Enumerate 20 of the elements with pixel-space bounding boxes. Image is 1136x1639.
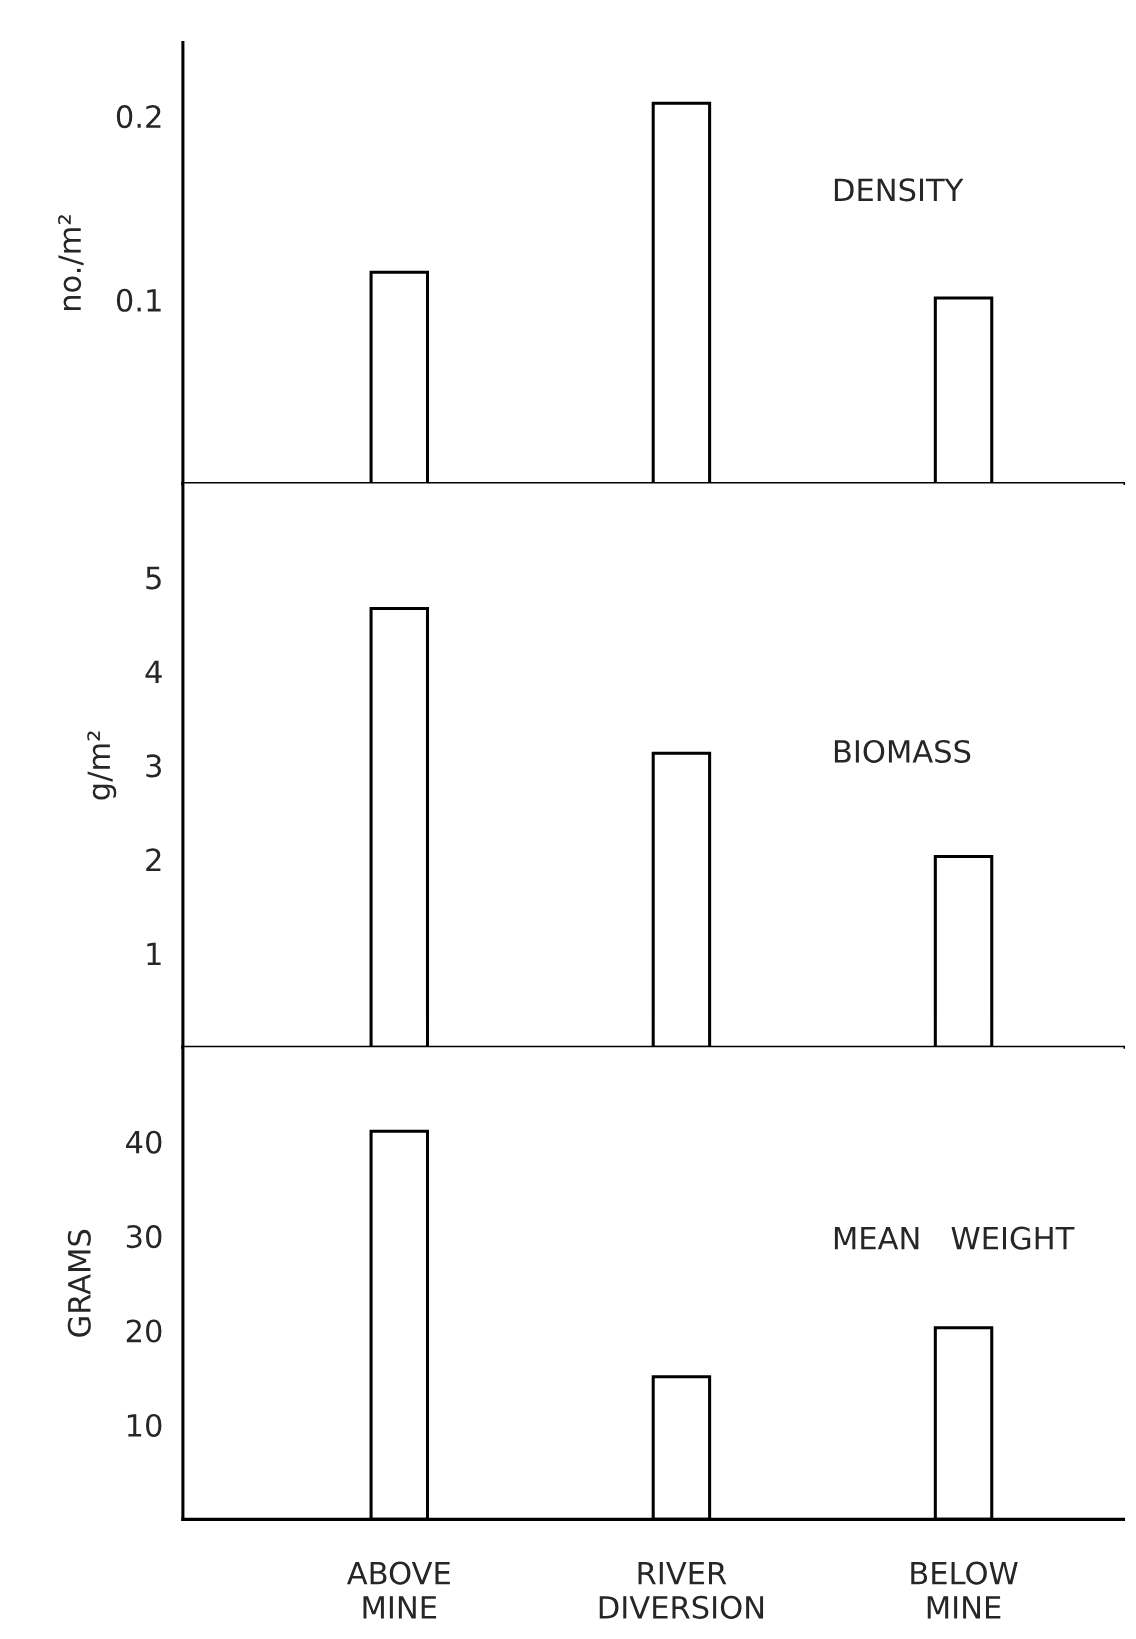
y-tick-label: 20 [126,1319,162,1343]
y-axis-title: GRAMS [67,1229,91,1337]
y-tick-label: 0.2 [116,105,161,129]
y-tick-label: 10 [127,1413,162,1437]
y-tick-label: 1 [147,942,161,965]
y-tick-label: 40 [126,1130,162,1154]
x-tick-label: RIVER DIVERSION [599,1561,764,1619]
x-tick-label: BELOW MINE [911,1561,1018,1619]
y-axis-title: g/m² [87,731,117,800]
y-tick-label: 0.1 [116,288,161,312]
y-tick-label: 5 [146,566,161,590]
text: DENSITY [834,178,964,202]
text: BIOMASS [834,739,971,763]
y-tick-label: 4 [145,660,162,684]
y-axis-title: no./m² [58,215,84,311]
text: MEAN WEIGHT [834,1226,1075,1250]
y-tick-label: 2 [146,848,161,871]
y-tick-label: 30 [126,1225,162,1249]
y-tick-label: 3 [146,754,161,778]
x-tick-label: ABOVE MINE [347,1561,450,1619]
